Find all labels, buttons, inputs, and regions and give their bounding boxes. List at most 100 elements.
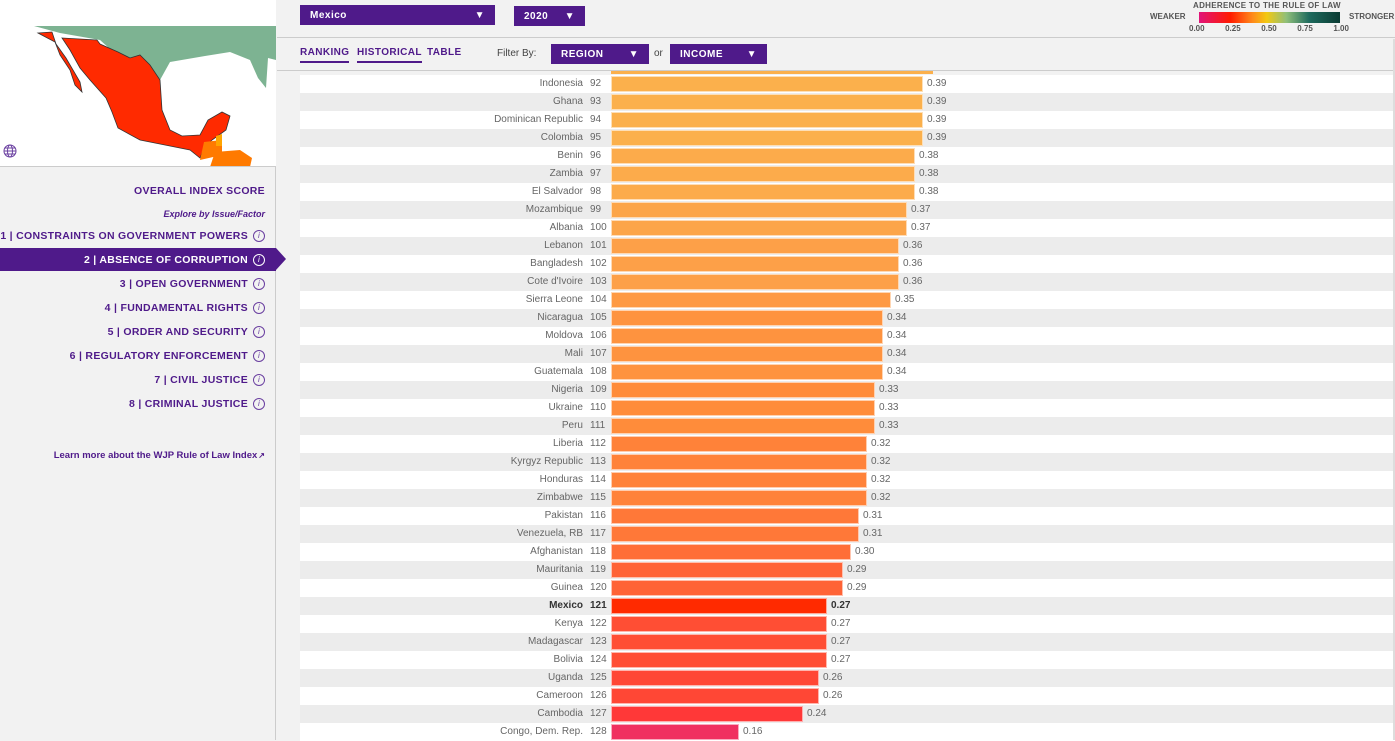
info-icon[interactable]: i [253, 302, 265, 314]
table-row[interactable]: Mexico 121 0.27 [300, 597, 1395, 615]
sidebar-item-7[interactable]: 7 | CIVIL JUSTICE i [154, 374, 265, 386]
table-row[interactable]: Mali 107 0.34 [300, 345, 1395, 363]
score-bar[interactable] [611, 526, 859, 542]
score-bar[interactable] [611, 220, 907, 236]
table-row[interactable]: Benin 96 0.38 [300, 147, 1395, 165]
tab-ranking[interactable]: RANKING [300, 47, 350, 63]
sidebar-item-5[interactable]: 5 | ORDER AND SECURITY i [108, 326, 265, 338]
info-icon[interactable]: i [253, 350, 265, 362]
score-bar[interactable] [611, 616, 827, 632]
score-bar[interactable] [611, 670, 819, 686]
table-row[interactable]: Zambia 97 0.38 [300, 165, 1395, 183]
score-bar[interactable] [611, 400, 875, 416]
table-row[interactable]: El Salvador 98 0.38 [300, 183, 1395, 201]
table-row[interactable]: Moldova 106 0.34 [300, 327, 1395, 345]
score-bar[interactable] [611, 364, 883, 380]
score-bar[interactable] [611, 544, 851, 560]
score-bar[interactable] [611, 238, 899, 254]
table-row[interactable]: Indonesia 92 0.39 [300, 75, 1395, 93]
score-bar[interactable] [611, 490, 867, 506]
score-bar[interactable] [611, 346, 883, 362]
globe-icon[interactable] [3, 144, 17, 158]
table-row[interactable]: Mozambique 99 0.37 [300, 201, 1395, 219]
score-bar[interactable] [611, 418, 875, 434]
table-row[interactable]: Albania 100 0.37 [300, 219, 1395, 237]
score-bar[interactable] [611, 76, 923, 92]
score-bar[interactable] [611, 274, 899, 290]
score-bar[interactable] [611, 382, 875, 398]
info-icon[interactable]: i [253, 230, 265, 242]
score-bar[interactable] [611, 292, 891, 308]
score-bar[interactable] [611, 310, 883, 326]
score-bar[interactable] [611, 562, 843, 578]
table-row[interactable]: Dominican Republic 94 0.39 [300, 111, 1395, 129]
info-icon[interactable]: i [253, 398, 265, 410]
region-select[interactable]: REGION ▼ [551, 44, 649, 64]
table-row[interactable]: Nicaragua 105 0.34 [300, 309, 1395, 327]
table-row[interactable]: Nigeria 109 0.33 [300, 381, 1395, 399]
info-icon[interactable]: i [253, 254, 265, 266]
table-row[interactable]: Cambodia 127 0.24 [300, 705, 1395, 723]
score-bar[interactable] [611, 328, 883, 344]
table-row[interactable]: Liberia 112 0.32 [300, 435, 1395, 453]
sidebar-item-6[interactable]: 6 | REGULATORY ENFORCEMENT i [70, 350, 265, 362]
table-row[interactable]: Guatemala 108 0.34 [300, 363, 1395, 381]
table-row[interactable]: Lebanon 101 0.36 [300, 237, 1395, 255]
score-bar[interactable] [611, 112, 923, 128]
income-select[interactable]: INCOME ▼ [670, 44, 767, 64]
table-row[interactable]: Kenya 122 0.27 [300, 615, 1395, 633]
info-icon[interactable]: i [253, 326, 265, 338]
score-bar[interactable] [611, 634, 827, 650]
table-row[interactable]: Cote d'Ivoire 103 0.36 [300, 273, 1395, 291]
table-row[interactable]: Ukraine 110 0.33 [300, 399, 1395, 417]
sidebar-item-3[interactable]: 3 | OPEN GOVERNMENT i [120, 278, 265, 290]
table-row[interactable]: Ghana 93 0.39 [300, 93, 1395, 111]
info-icon[interactable]: i [253, 374, 265, 386]
info-icon[interactable]: i [253, 278, 265, 290]
table-row[interactable]: Honduras 114 0.32 [300, 471, 1395, 489]
sidebar-item-2[interactable]: 2 | ABSENCE OF CORRUPTION i [84, 254, 265, 266]
country-select[interactable]: Mexico ▼ [300, 5, 495, 25]
score-bar[interactable] [611, 580, 843, 596]
table-row[interactable]: Mauritania 119 0.29 [300, 561, 1395, 579]
score-bar[interactable] [611, 724, 739, 740]
score-bar[interactable] [611, 472, 867, 488]
table-row[interactable]: Guinea 120 0.29 [300, 579, 1395, 597]
sidebar-item-8[interactable]: 8 | CRIMINAL JUSTICE i [129, 398, 265, 410]
score-bar[interactable] [611, 184, 915, 200]
score-bar[interactable] [611, 256, 899, 272]
table-row[interactable]: Bangladesh 102 0.36 [300, 255, 1395, 273]
score-bar[interactable] [611, 508, 859, 524]
scrollbar[interactable] [1393, 39, 1395, 740]
overall-index-score-link[interactable]: OVERALL INDEX SCORE [134, 185, 265, 197]
table-row[interactable]: Uganda 125 0.26 [300, 669, 1395, 687]
score-bar[interactable] [611, 436, 867, 452]
table-row[interactable]: Colombia 95 0.39 [300, 129, 1395, 147]
score-bar[interactable] [611, 454, 867, 470]
table-row[interactable]: Sierra Leone 104 0.35 [300, 291, 1395, 309]
table-row[interactable]: Bolivia 124 0.27 [300, 651, 1395, 669]
score-bar[interactable] [611, 94, 923, 110]
table-row[interactable]: Peru 111 0.33 [300, 417, 1395, 435]
table-row[interactable]: Venezuela, RB 117 0.31 [300, 525, 1395, 543]
score-bar[interactable] [611, 598, 827, 614]
table-row[interactable]: Zimbabwe 115 0.32 [300, 489, 1395, 507]
score-bar[interactable] [611, 166, 915, 182]
sidebar-item-1[interactable]: 1 | CONSTRAINTS ON GOVERNMENT POWERS i [0, 230, 265, 242]
score-bar[interactable] [611, 706, 803, 722]
score-bar[interactable] [611, 148, 915, 164]
year-select[interactable]: 2020 ▼ [514, 6, 585, 26]
score-bar[interactable] [611, 688, 819, 704]
table-row[interactable]: Kyrgyz Republic 113 0.32 [300, 453, 1395, 471]
table-row[interactable]: Afghanistan 118 0.30 [300, 543, 1395, 561]
score-bar[interactable] [611, 202, 907, 218]
tab-table[interactable]: TABLE [427, 47, 462, 58]
score-bar[interactable] [611, 652, 827, 668]
country-map[interactable] [0, 0, 276, 167]
table-row[interactable]: Congo, Dem. Rep. 128 0.16 [300, 723, 1395, 741]
table-row[interactable]: Pakistan 116 0.31 [300, 507, 1395, 525]
table-row[interactable]: Cameroon 126 0.26 [300, 687, 1395, 705]
tab-historical[interactable]: HISTORICAL [357, 47, 422, 63]
learn-more-link[interactable]: Learn more about the WJP Rule of Law Ind… [54, 450, 265, 461]
sidebar-item-4[interactable]: 4 | FUNDAMENTAL RIGHTS i [105, 302, 265, 314]
